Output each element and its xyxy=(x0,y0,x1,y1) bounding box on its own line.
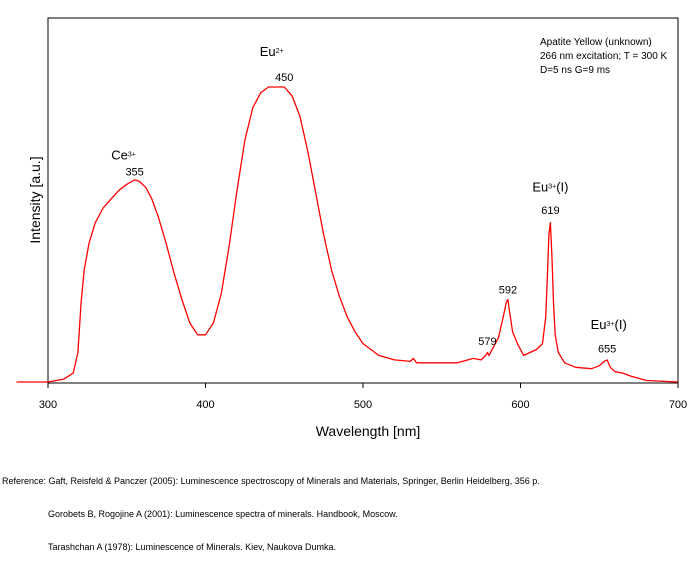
ion-label-eu3-label-655: Eu3+(I) xyxy=(591,317,627,332)
ion-label-ce-label: Ce3+ xyxy=(111,147,136,162)
legend-line-2: 266 nm excitation; T = 300 K xyxy=(540,51,668,62)
peak-label-ce-peak: 355 xyxy=(125,167,143,179)
peak-annotations: Ce3+ 355 Eu2+ 450 Eu3+(I) 619 592 579 Eu3+(I) 655 xyxy=(111,44,626,355)
peak-label-eu3-peak-579: 579 xyxy=(478,336,496,348)
ion-label-eu2-label: Eu2+ xyxy=(260,44,284,59)
peak-label-eu2-peak: 450 xyxy=(275,72,293,84)
y-axis-label: Intensity [a.u.] xyxy=(27,156,43,243)
x-axis-ticks: 300 400 500 600 700 xyxy=(39,383,687,411)
spectrum-line xyxy=(16,86,679,383)
legend-line-1: Apatite Yellow (unknown) xyxy=(540,37,652,48)
spectrum-chart: 300 400 500 600 700 Ce3+ 355 Eu2+ 450 Eu3+(I) 619… xyxy=(16,17,687,439)
peak-label-eu3-peak-619: 619 xyxy=(541,205,559,217)
ion-label-eu3-label-619: Eu3+(I) xyxy=(532,180,568,195)
legend-box: Apatite Yellow (unknown) 266 nm excitati… xyxy=(540,37,668,76)
legend-line-3: D=5 ns G=9 ms xyxy=(540,65,610,76)
x-tick-label: 300 xyxy=(39,399,57,411)
reference-line: Gorobets B, Rogojine A (2001): Luminesce… xyxy=(48,509,398,519)
x-tick-label: 600 xyxy=(511,399,529,411)
peak-label-eu3-peak-592: 592 xyxy=(499,285,517,297)
reference-line: Reference: Gaft, Reisfeld & Panczer (200… xyxy=(2,476,540,486)
x-tick-label: 500 xyxy=(354,399,372,411)
x-tick-label: 700 xyxy=(669,399,687,411)
references: Reference: Gaft, Reisfeld & Panczer (200… xyxy=(2,454,540,564)
x-tick-label: 400 xyxy=(196,399,214,411)
x-axis-label: Wavelength [nm] xyxy=(316,423,421,439)
peak-label-eu3-peak-655: 655 xyxy=(598,344,616,356)
reference-line: Tarashchan A (1978): Luminescence of Min… xyxy=(48,542,336,552)
series-layer xyxy=(16,86,679,383)
